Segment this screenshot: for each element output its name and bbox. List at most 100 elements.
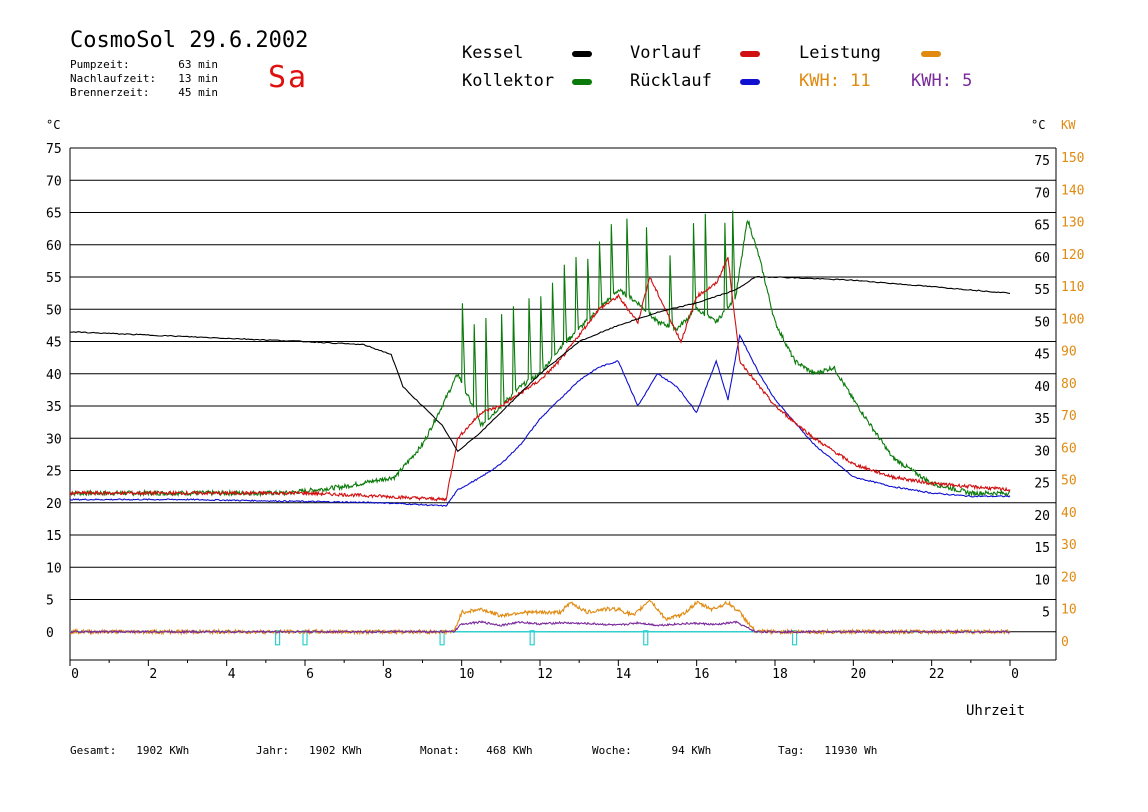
kwh-purple-value: KWH: 5 [911, 71, 973, 91]
x-tick-label: 4 [228, 667, 236, 682]
burner-marker [274, 630, 281, 646]
y-tick-right-c: 15 [1034, 541, 1050, 556]
y-tick-left: 25 [46, 465, 62, 480]
x-tick-label: 0 [1011, 667, 1019, 682]
total-jahr: Jahr: 1902 KWh [256, 744, 362, 757]
legend-leistung-label: Leistung [799, 43, 881, 63]
y-tick-right-c: 5 [1042, 606, 1050, 621]
y-axis-unit-left: °C [46, 118, 60, 132]
gesamt-label: Gesamt: [70, 744, 117, 757]
y-tick-right-kw: 30 [1061, 538, 1077, 553]
y-tick-right-c: 30 [1034, 444, 1050, 459]
y-tick-right-kw: 20 [1061, 570, 1077, 585]
y-tick-right-kw: 0 [1061, 635, 1069, 650]
x-axis-label: Uhrzeit [966, 703, 1026, 719]
legend-vorlauf-swatch [740, 51, 760, 57]
burner-marker [529, 630, 535, 646]
y-tick-left: 45 [46, 336, 62, 351]
monat-label: Monat: [420, 744, 460, 757]
jahr-value: 1902 KWh [309, 744, 362, 757]
nachlaufzeit-label: Nachlaufzeit: [70, 72, 157, 85]
pumpzeit-row: Pumpzeit: 63 min [70, 58, 218, 71]
legend-leistung-swatch [921, 51, 941, 57]
y-tick-left: 40 [46, 368, 62, 383]
x-tick-label: 0 [71, 667, 79, 682]
series-kessel-line [69, 276, 1011, 453]
total-gesamt: Gesamt: 1902 KWh [70, 744, 189, 757]
x-tick-label: 2 [149, 667, 157, 682]
x-tick-label: 6 [306, 667, 314, 682]
y-tick-right-kw: 40 [1061, 506, 1077, 521]
x-tick-label: 12 [537, 667, 553, 682]
y-tick-left: 5 [46, 594, 54, 609]
weekday-label: Sa [268, 60, 309, 95]
y-tick-left: 75 [46, 142, 62, 157]
y-tick-right-kw: 140 [1061, 183, 1084, 198]
y-tick-right-c: 35 [1034, 412, 1050, 427]
legend-kollektor-label: Kollektor [462, 71, 555, 91]
tag-value: 11930 Wh [824, 744, 878, 757]
x-tick-label: 10 [459, 667, 475, 682]
y-tick-right-c: 65 [1034, 219, 1050, 234]
y-tick-right-kw: 90 [1061, 345, 1077, 360]
y-tick-right-kw: 120 [1061, 248, 1084, 263]
jahr-label: Jahr: [256, 744, 290, 757]
y-tick-right-c: 25 [1034, 477, 1050, 492]
legend-kessel-label: Kessel [462, 43, 524, 63]
woche-value: 94 KWh [671, 744, 712, 757]
burner-marker [643, 630, 649, 646]
y-axis-unit-right-c: °C [1031, 118, 1045, 132]
y-tick-right-c: 50 [1034, 315, 1050, 330]
y-tick-right-kw: 150 [1061, 151, 1084, 166]
series-kollektor-line [69, 210, 1011, 498]
total-tag: Tag: 11930 Wh [778, 744, 877, 757]
y-tick-right-c: 45 [1034, 348, 1050, 363]
y-tick-left: 70 [46, 174, 62, 189]
legend-kollektor-swatch [572, 79, 592, 85]
chart-title: CosmoSol 29.6.2002 [70, 28, 309, 53]
brennerzeit-row: Brennerzeit: 45 min [70, 86, 218, 99]
y-tick-right-kw: 70 [1061, 409, 1077, 424]
y-tick-left: 35 [46, 400, 62, 415]
nachlaufzeit-value: 13 min [178, 72, 218, 85]
pumpzeit-label: Pumpzeit: [70, 58, 130, 71]
y-tick-right-kw: 130 [1061, 216, 1084, 231]
nachlaufzeit-row: Nachlaufzeit: 13 min [70, 72, 218, 85]
y-tick-right-kw: 10 [1061, 603, 1077, 618]
tag-label: Tag: [778, 744, 805, 757]
legend-ruecklauf-swatch [740, 79, 760, 85]
x-tick-label: 8 [384, 667, 392, 682]
kwh-orange-value: KWH: 11 [799, 71, 871, 91]
monat-value: 468 KWh [486, 744, 533, 757]
series-vorlauf-line [69, 256, 1011, 502]
brennerzeit-label: Brennerzeit: [70, 86, 150, 99]
y-tick-left: 15 [46, 529, 62, 544]
y-tick-left: 60 [46, 239, 62, 254]
legend-vorlauf-label: Vorlauf [630, 43, 702, 63]
x-tick-label: 14 [616, 667, 632, 682]
brennerzeit-value: 45 min [178, 86, 218, 99]
y-tick-left: 0 [46, 626, 54, 641]
series-purple-line [69, 620, 1011, 635]
y-tick-right-c: 75 [1034, 154, 1050, 169]
y-tick-left: 20 [46, 497, 62, 512]
y-tick-left: 10 [46, 561, 62, 576]
woche-label: Woche: [592, 744, 632, 757]
y-tick-left: 50 [46, 303, 62, 318]
y-tick-right-c: 40 [1034, 380, 1050, 395]
y-tick-left: 30 [46, 432, 62, 447]
y-tick-right-c: 55 [1034, 283, 1050, 298]
y-tick-right-c: 60 [1034, 251, 1050, 266]
y-tick-left: 65 [46, 207, 62, 222]
total-woche: Woche: 94 KWh [592, 744, 711, 757]
series-ruecklauf-line [69, 333, 1011, 508]
y-tick-right-kw: 60 [1061, 441, 1077, 456]
y-tick-right-c: 10 [1034, 573, 1050, 588]
legend-ruecklauf-label: Rücklauf [630, 71, 712, 91]
y-tick-right-kw: 50 [1061, 474, 1077, 489]
x-tick-label: 18 [772, 667, 788, 682]
pumpzeit-value: 63 min [178, 58, 218, 71]
y-tick-right-c: 70 [1034, 186, 1050, 201]
legend-kessel-swatch [572, 51, 592, 57]
